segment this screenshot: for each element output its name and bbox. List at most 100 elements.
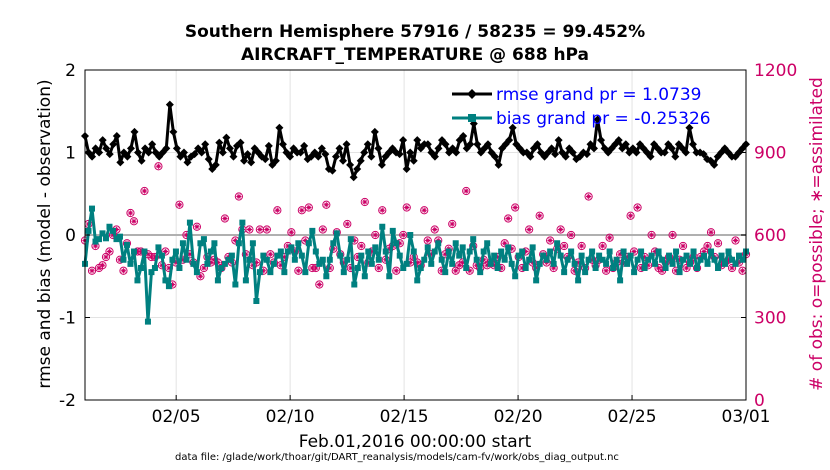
- x-axis-ticks: 02/05 02/10 02/15 02/20 02/25 03/01: [152, 395, 771, 427]
- bias-marker: [130, 248, 137, 255]
- bias-marker: [249, 240, 256, 247]
- bias-marker: [680, 256, 687, 263]
- rmse-marker: [109, 140, 118, 149]
- obs-assimilated-marker: [222, 215, 228, 222]
- bias-marker: [253, 298, 260, 304]
- bias-marker: [501, 256, 508, 263]
- obs-assimilated-marker: [117, 257, 123, 263]
- rmse-marker: [190, 150, 199, 159]
- rmse-marker: [247, 158, 256, 167]
- bias-marker: [582, 269, 589, 276]
- obs-possible-marker: [199, 263, 209, 273]
- bias-marker: [365, 248, 372, 255]
- bias-marker: [718, 252, 725, 259]
- chart-subtitle: AIRCRAFT_TEMPERATURE @ 688 hPa: [241, 45, 589, 65]
- rmse-marker: [130, 127, 139, 136]
- bias-marker: [543, 256, 550, 263]
- bias-marker: [477, 269, 484, 276]
- obs-assimilated-marker: [166, 265, 172, 271]
- obs-assimilated-marker: [655, 265, 662, 271]
- obs-assimilated-marker: [460, 259, 466, 266]
- obs-possible-marker: [154, 162, 163, 171]
- obs-possible-marker: [371, 230, 380, 240]
- obs-possible-marker: [633, 203, 642, 212]
- rmse-marker: [137, 156, 146, 165]
- bias-marker: [683, 252, 690, 259]
- obs-possible-marker: [504, 214, 513, 223]
- rmse-marker: [374, 144, 383, 153]
- bias-marker: [564, 256, 571, 263]
- obs-assimilated-marker: [579, 243, 585, 249]
- obs-possible-marker: [602, 266, 611, 275]
- obs-assimilated-marker: [155, 163, 162, 169]
- bias-marker: [242, 277, 249, 284]
- rmse-series: [81, 100, 750, 182]
- obs-possible-marker: [678, 241, 688, 251]
- obs-possible-marker: [304, 203, 313, 212]
- bias-marker: [400, 265, 407, 271]
- rmse-marker: [441, 140, 450, 149]
- bias-marker: [480, 248, 487, 255]
- obs-assimilated-marker: [519, 265, 525, 271]
- bias-marker: [701, 252, 708, 259]
- rmse-marker: [95, 148, 104, 157]
- bias-marker: [127, 260, 134, 267]
- obs-possible-marker: [245, 225, 254, 234]
- obs-assimilated-marker: [523, 248, 529, 255]
- obs-assimilated-marker: [491, 262, 497, 268]
- obs-assimilated-marker: [288, 229, 294, 235]
- bias-marker: [508, 260, 515, 267]
- bias-marker: [263, 256, 270, 263]
- rmse-marker: [165, 100, 174, 109]
- bias-marker: [529, 244, 536, 251]
- obs-possible-marker: [294, 266, 303, 275]
- bias-marker: [393, 240, 400, 247]
- obs-possible-marker: [119, 266, 128, 275]
- obs-assimilated-marker: [676, 257, 683, 263]
- rmse-marker: [547, 144, 556, 153]
- obs-possible-marker: [713, 239, 723, 248]
- rmse-marker: [395, 150, 404, 159]
- obs-assimilated-marker: [495, 254, 501, 260]
- bias-marker: [463, 265, 470, 271]
- rmse-marker: [483, 140, 492, 149]
- obs-possible-marker: [343, 219, 352, 229]
- bias-marker: [389, 227, 396, 234]
- chart-title: Southern Hemisphere 57916 / 58235 = 99.4…: [185, 22, 645, 42]
- obs-assimilated-marker: [323, 202, 329, 208]
- bias-marker: [505, 244, 512, 251]
- obs-assimilated-marker: [512, 204, 518, 211]
- obs-possible-marker: [567, 230, 576, 240]
- obs-possible-marker: [311, 263, 320, 273]
- y2-tick-label: 900: [754, 144, 786, 164]
- bias-marker: [372, 244, 379, 251]
- obs-assimilated-marker: [141, 188, 148, 194]
- obs-possible-marker: [192, 222, 202, 231]
- bias-marker: [277, 248, 284, 255]
- bias-marker: [116, 233, 123, 240]
- bias-marker: [309, 227, 316, 234]
- obs-possible-marker: [287, 228, 296, 237]
- obs-assimilated-marker: [306, 204, 312, 211]
- obs-assimilated-marker: [106, 248, 113, 255]
- rmse-marker: [508, 123, 517, 132]
- bias-marker: [715, 265, 722, 271]
- bias-marker: [344, 256, 351, 263]
- rmse-marker: [473, 140, 482, 149]
- bias-marker: [442, 269, 449, 276]
- bias-marker: [547, 248, 554, 255]
- bias-marker: [694, 265, 701, 271]
- rmse-marker: [162, 144, 171, 153]
- rmse-marker: [593, 115, 602, 124]
- bias-marker: [596, 252, 603, 259]
- bias-marker: [519, 248, 526, 255]
- obs-assimilated-marker: [236, 193, 242, 200]
- bias-marker: [284, 248, 291, 255]
- obs-assimilated-marker: [120, 268, 127, 274]
- bias-marker: [655, 248, 662, 255]
- rmse-marker: [197, 148, 206, 157]
- bias-marker: [235, 240, 242, 247]
- obs-assimilated-marker: [131, 218, 137, 224]
- obs-assimilated-marker: [358, 243, 364, 249]
- y2-tick-label: 600: [754, 226, 786, 246]
